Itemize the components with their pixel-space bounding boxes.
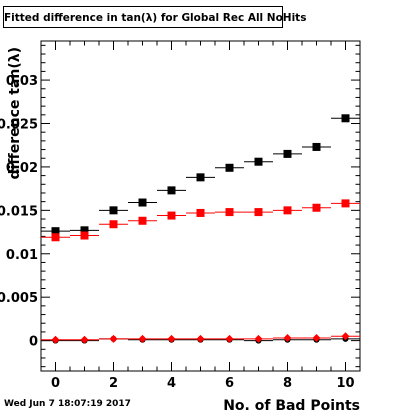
data-point-square <box>312 203 321 212</box>
data-point-square <box>167 186 176 195</box>
data-point-square <box>138 198 147 207</box>
data-point-diamond <box>341 332 350 341</box>
plot-frame-rect <box>40 40 361 372</box>
data-point-square <box>341 199 350 208</box>
data-point-square <box>254 157 263 166</box>
axis-labels: 0 2 4 6 8 10 0 0.005 0.01 0.015 0.02 0.025 0.03 No. o… <box>0 47 360 414</box>
data-point-diamond <box>80 335 89 344</box>
data-point-diamond <box>138 334 147 343</box>
data-point-diamond <box>196 334 205 343</box>
data-point-square <box>196 208 205 217</box>
x-tick-label: 8 <box>283 376 292 391</box>
data-point-square <box>167 211 176 220</box>
data-point-square <box>283 149 292 158</box>
data-point-square <box>225 208 234 217</box>
data-point-square <box>80 231 89 240</box>
data-point-diamond <box>312 334 321 342</box>
data-point-square <box>51 227 60 236</box>
y-tick-label: 0.025 <box>0 118 38 133</box>
data-point-diamond <box>167 334 176 343</box>
data-point-square <box>283 206 292 215</box>
data-point-square <box>312 142 321 151</box>
axis-ticks <box>41 41 360 371</box>
data-point-diamond <box>283 334 292 342</box>
data-point-square <box>225 163 234 172</box>
x-tick-label: 6 <box>225 376 234 391</box>
x-tick-label: 10 <box>336 376 354 391</box>
chart-title: Fitted difference in tan(λ) for Global R… <box>4 12 307 24</box>
data-point-diamond <box>109 334 118 343</box>
data-point-square <box>196 173 205 182</box>
x-axis-label: No. of Bad Points <box>223 398 360 414</box>
data-point-square <box>51 233 60 242</box>
x-tick-label: 2 <box>109 376 118 391</box>
plot-frame <box>40 40 361 372</box>
data-point-diamond <box>225 334 234 343</box>
y-tick-label: 0.03 <box>6 74 38 89</box>
x-tick-label: 4 <box>167 376 176 391</box>
data-point-square <box>109 206 118 215</box>
data-point-square <box>254 208 263 217</box>
data-marks <box>41 114 360 344</box>
y-tick-label: 0.02 <box>6 161 38 176</box>
data-point-square <box>138 216 147 225</box>
chart-title-box: Fitted difference in tan(λ) for Global R… <box>3 6 307 28</box>
y-axis-label: difference tan(λ) <box>7 47 23 179</box>
data-point-square <box>80 226 89 235</box>
y-tick-label: 0.005 <box>0 291 38 306</box>
timestamp: Wed Jun 7 18:07:19 2017 <box>4 399 131 409</box>
data-point-square <box>341 114 350 123</box>
x-tick-label: 0 <box>51 376 60 391</box>
data-point-diamond <box>254 334 263 343</box>
y-tick-label: 0.01 <box>6 248 38 263</box>
y-tick-label: 0.015 <box>0 204 38 219</box>
data-point-diamond <box>51 335 60 344</box>
y-tick-label: 0 <box>29 335 38 350</box>
data-point-square <box>109 220 118 229</box>
